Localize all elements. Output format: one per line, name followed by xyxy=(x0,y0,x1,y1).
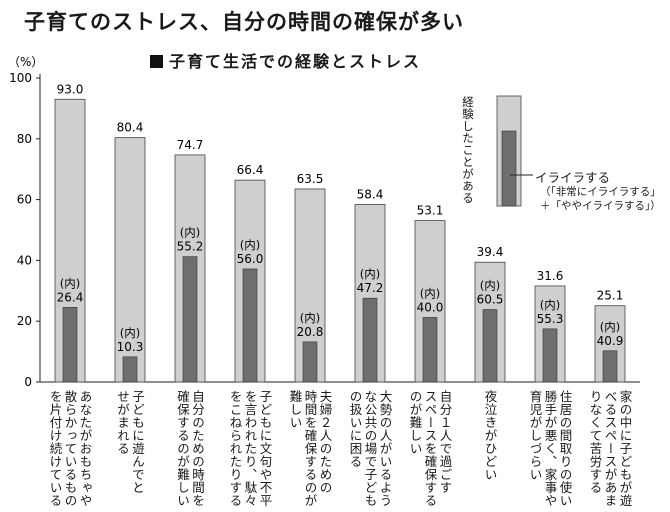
legend-irritation-label: イライラする xyxy=(535,170,611,185)
bar-experience-1 xyxy=(114,137,146,383)
inner-label-9: (内) xyxy=(600,320,620,334)
inner-label-4: (内) xyxy=(300,311,320,325)
category-label-8: 住居の間取りの使い 勝手が悪く、家事や 育児がしづらい xyxy=(527,390,573,507)
value-label-experience-4: 63.5 xyxy=(297,172,324,186)
legend-irritation-swatch xyxy=(501,130,517,207)
inner-label-3: (内) xyxy=(240,238,260,252)
bar-irritation-2 xyxy=(182,256,198,383)
bar-irritation-8 xyxy=(542,328,558,383)
value-label-experience-6: 53.1 xyxy=(417,204,444,218)
value-label-irritation-0: 26.4 xyxy=(57,290,84,304)
value-label-irritation-6: 40.0 xyxy=(417,300,444,314)
inner-label-6: (内) xyxy=(420,286,440,300)
value-label-experience-2: 74.7 xyxy=(177,138,204,152)
y-tick-label-5: 100 xyxy=(9,71,32,85)
y-tick-label-1: 20 xyxy=(17,314,32,328)
value-label-irritation-3: 56.0 xyxy=(237,252,264,266)
bar-irritation-9 xyxy=(602,350,618,383)
inner-label-5: (内) xyxy=(360,267,380,281)
value-label-irritation-9: 40.9 xyxy=(597,334,624,348)
inner-label-8: (内) xyxy=(540,298,560,312)
y-axis-unit: （%） xyxy=(8,55,43,69)
value-label-experience-1: 80.4 xyxy=(117,121,144,135)
bar-irritation-0 xyxy=(62,307,78,383)
bar-irritation-4 xyxy=(302,341,318,383)
category-label-9: 家の中に子どもが遊 べるスペースがあま りなくて苦労する xyxy=(587,390,633,507)
y-tick-label-4: 80 xyxy=(17,132,32,146)
y-tick-label-2: 40 xyxy=(17,253,32,267)
bar-irritation-3 xyxy=(242,268,258,383)
chart-subtitle: 子育て生活での経験とストレス xyxy=(150,48,421,72)
category-label-4: 夫婦２人のための 時間を確保するのが 難しい xyxy=(287,390,333,507)
legend-experience-label: 経験したことがある xyxy=(461,96,475,204)
inner-label-0: (内) xyxy=(60,276,80,290)
y-tick-label-3: 60 xyxy=(17,193,32,207)
value-label-irritation-7: 60.5 xyxy=(477,293,504,307)
legend-note-line2: ＋「ややイライラする」） xyxy=(540,200,661,212)
legend-note-line1: （「非常にイライラする」 xyxy=(540,186,661,198)
inner-label-1: (内) xyxy=(120,326,140,340)
bar-irritation-1 xyxy=(122,356,138,383)
category-label-2: 自分のための時間を 確保するのが難しい xyxy=(175,390,205,507)
category-label-0: あなたがおもちゃや 散らかっているもの を片付け続けている xyxy=(47,390,93,507)
value-label-irritation-4: 20.8 xyxy=(297,325,324,339)
value-label-experience-5: 58.4 xyxy=(357,187,384,201)
bar-irritation-6 xyxy=(422,317,438,383)
category-label-1: 子どもに遊んでと せがまれる xyxy=(115,390,145,494)
category-label-7: 夜泣きがひどい xyxy=(482,390,498,481)
value-label-experience-0: 93.0 xyxy=(57,82,84,96)
chart-subtitle-text: 子育て生活での経験とストレス xyxy=(169,52,422,71)
value-label-experience-7: 39.4 xyxy=(477,245,504,259)
value-label-experience-8: 31.6 xyxy=(537,269,564,283)
bar-irritation-7 xyxy=(482,309,498,383)
bar-irritation-5 xyxy=(362,297,378,383)
inner-label-2: (内) xyxy=(180,226,200,240)
page-title: 子育てのストレス、自分の時間の確保が多い xyxy=(24,10,464,34)
value-label-irritation-2: 55.2 xyxy=(177,240,204,254)
category-label-6: 自分１人で過ごす スペースを確保する のが難しい xyxy=(407,390,453,507)
category-label-5: 大勢の人がいるよう な公共の場で子ども の扱いに困る xyxy=(347,390,393,507)
value-label-irritation-8: 55.3 xyxy=(537,312,564,326)
square-bullet-icon xyxy=(150,55,163,68)
category-label-3: 子どもに文句や不平 を言われたり、駄々 をこねられたりする xyxy=(227,390,273,507)
value-label-experience-9: 25.1 xyxy=(597,289,624,303)
value-label-experience-3: 66.4 xyxy=(237,163,264,177)
value-label-irritation-5: 47.2 xyxy=(357,281,384,295)
y-tick-label-0: 0 xyxy=(24,375,32,389)
inner-label-7: (内) xyxy=(480,279,500,293)
value-label-irritation-1: 10.3 xyxy=(117,340,144,354)
